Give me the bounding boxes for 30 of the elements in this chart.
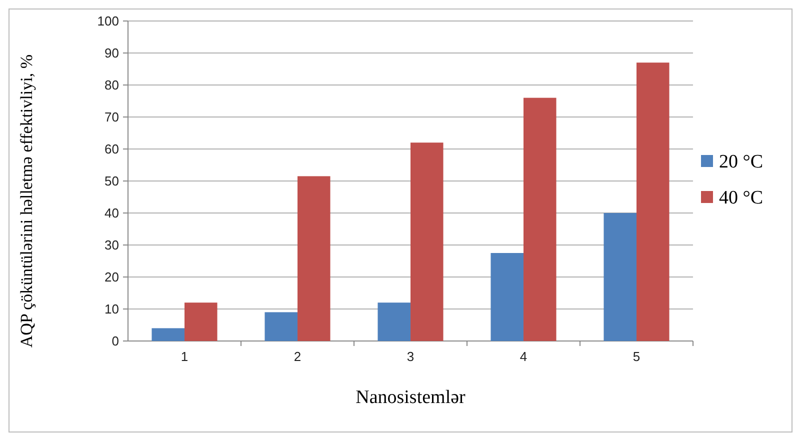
y-tick-label: 0 — [112, 334, 119, 349]
x-tick-label: 3 — [406, 349, 414, 364]
y-tick-label: 20 — [104, 270, 119, 285]
y-axis-title: AQP çöküntülərini həlletmə effektivliyi, % — [17, 54, 36, 348]
x-tick-label: 5 — [632, 349, 640, 364]
bar — [152, 328, 184, 341]
y-tick-label: 40 — [104, 206, 119, 221]
bar — [378, 302, 410, 341]
y-tick-label: 80 — [104, 78, 119, 93]
y-tick-label: 90 — [104, 46, 119, 61]
bar — [264, 312, 298, 341]
y-tick-label: 30 — [104, 238, 119, 253]
x-tick-label: 4 — [520, 349, 528, 364]
y-tick-label: 60 — [104, 142, 119, 157]
bar — [184, 302, 218, 341]
y-tick-label: 100 — [97, 14, 119, 29]
bar — [636, 62, 670, 341]
y-tick-label: 70 — [104, 110, 119, 125]
legend-label: 40 °C — [719, 188, 764, 209]
x-axis-title: Nanosistemlər — [356, 387, 466, 408]
y-tick-label: 50 — [104, 174, 119, 189]
legend-label: 20 °C — [719, 152, 764, 173]
y-tick-label: 10 — [104, 302, 119, 317]
bar — [298, 176, 330, 341]
bar — [524, 98, 556, 341]
x-tick-label: 1 — [180, 349, 188, 364]
x-tick-label: 2 — [294, 349, 302, 364]
bar — [604, 213, 636, 341]
bar — [490, 253, 524, 341]
bar — [410, 142, 444, 341]
